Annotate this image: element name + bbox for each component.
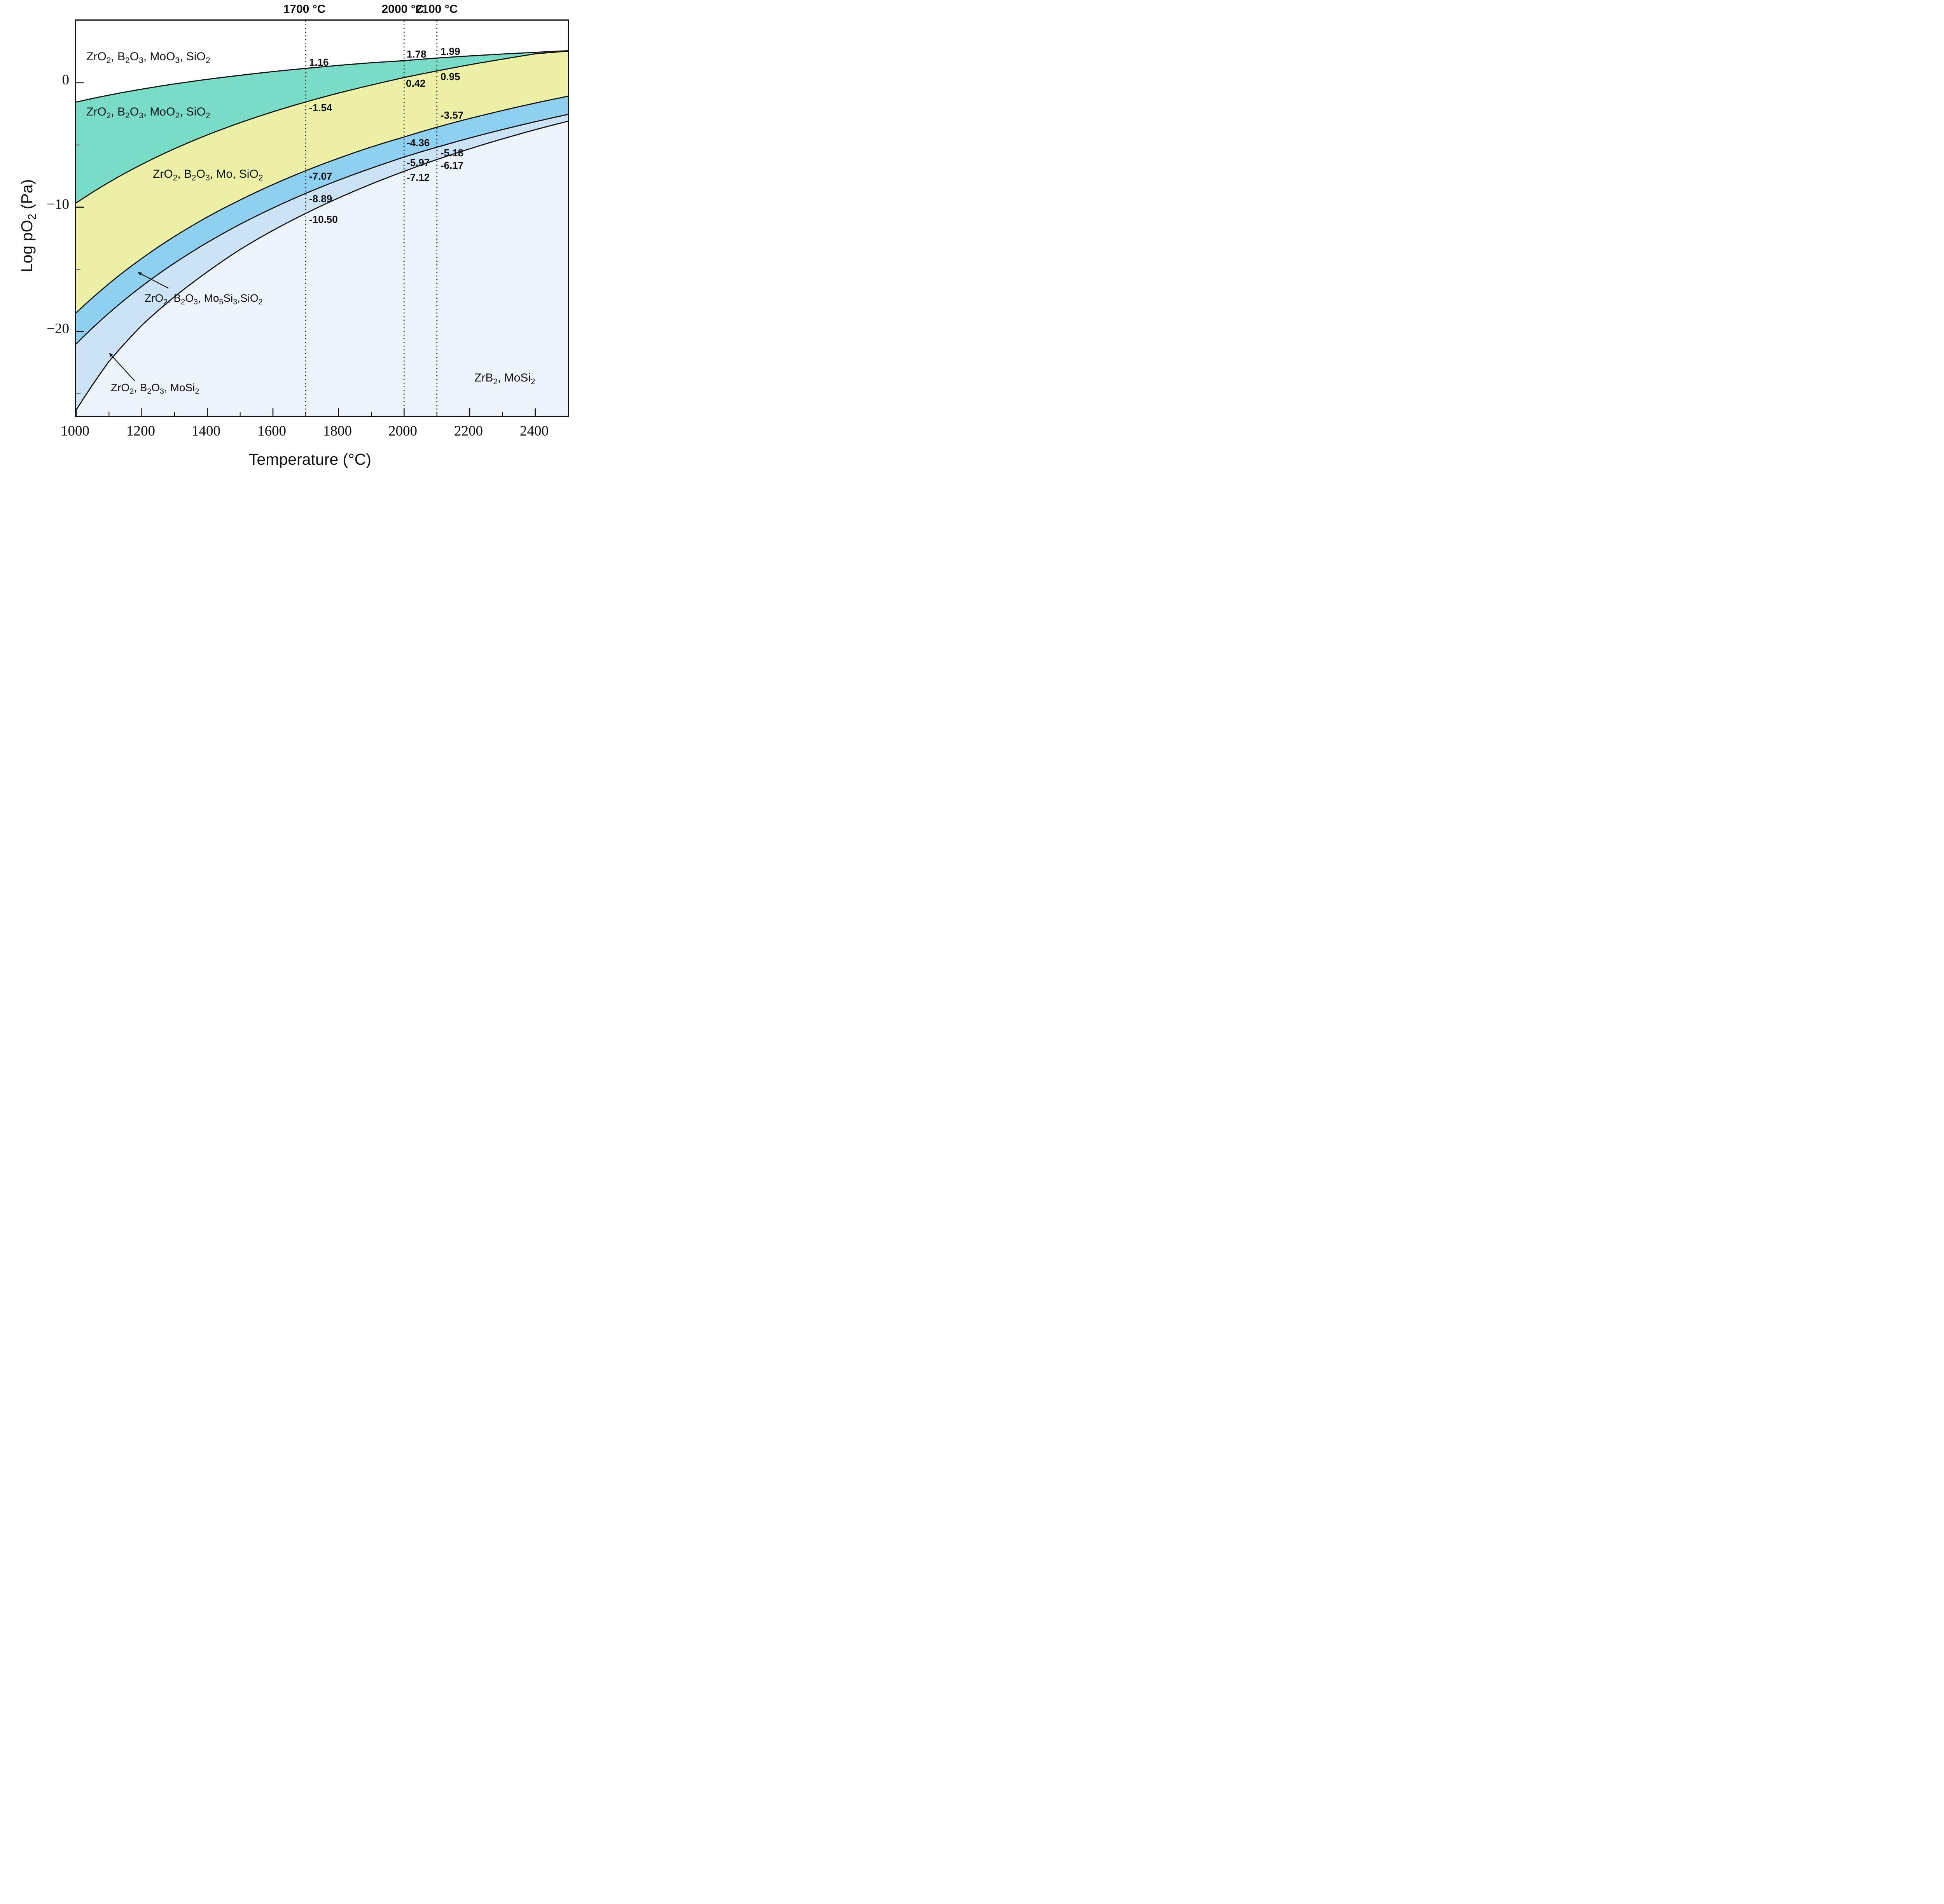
- band-pointer-arrow: [138, 272, 169, 289]
- boundary-curve-E: [76, 121, 568, 410]
- plot-area: [75, 19, 569, 417]
- region-fill: [76, 121, 568, 416]
- region-label-moo3: ZrO2, B2O3, MoO3, SiO2: [86, 50, 210, 65]
- value-2100-b: 0.95: [441, 71, 460, 82]
- value-2100-c: -3.57: [441, 109, 464, 121]
- region-label-mo5si3: ZrO2, B2O3, Mo5Si3,SiO2: [145, 292, 263, 306]
- region-fill: [76, 51, 568, 313]
- ytick-n20: −20: [47, 321, 69, 337]
- region-fill: [76, 96, 568, 344]
- value-1700-c: -7.07: [309, 170, 332, 182]
- region-label-moo2: ZrO2, B2O3, MoO2, SiO2: [86, 105, 210, 120]
- boundary-curve-B: [76, 51, 568, 203]
- value-2100-a: 1.99: [441, 46, 460, 57]
- ytick-n10: −10: [47, 196, 69, 212]
- boundary-curve-A: [76, 50, 568, 103]
- ytick-0: 0: [62, 72, 70, 88]
- phase-stability-diagram: 1700 °C 2000 °C 2100 °C ZrO2, B2O3, MoO3…: [0, 0, 583, 476]
- xtick-2000: 2000: [388, 423, 417, 439]
- xtick-1200: 1200: [126, 423, 155, 439]
- isotherm-label-2000: 2000 °C: [381, 3, 424, 16]
- value-2000-e: -7.12: [407, 172, 430, 183]
- value-2000-c: -4.36: [407, 137, 430, 149]
- xtick-2200: 2200: [454, 423, 483, 439]
- x-axis-title: Temperature (°C): [249, 450, 371, 468]
- value-1700-b: -1.54: [309, 102, 332, 114]
- region-label-mo: ZrO2, B2O3, Mo, SiO2: [153, 168, 263, 182]
- region-label-mosi2: ZrO2, B2O3, MoSi2: [111, 382, 199, 396]
- value-2000-a: 1.78: [407, 48, 427, 60]
- region-label-zrb2: ZrB2, MoSi2: [474, 371, 535, 386]
- boundary-curve-C: [76, 96, 568, 313]
- value-2100-d: -5.18: [441, 147, 464, 159]
- value-1700-a: 1.16: [309, 56, 329, 68]
- y-axis-title: Log pO2 (Pa): [18, 179, 39, 272]
- xtick-2400: 2400: [520, 423, 549, 439]
- xtick-1400: 1400: [192, 423, 220, 439]
- value-1700-d: -8.89: [309, 193, 332, 205]
- band-pointer-arrow: [109, 353, 135, 381]
- value-2000-b: 0.42: [406, 77, 426, 89]
- isotherm-label-2100: 2100 °C: [415, 3, 458, 16]
- isotherm-label-1700: 1700 °C: [283, 3, 326, 16]
- value-2000-d: -5.97: [407, 157, 430, 168]
- xtick-1800: 1800: [323, 423, 352, 439]
- xtick-1000: 1000: [61, 423, 89, 439]
- value-1700-e: -10.50: [309, 214, 338, 225]
- chart-canvas: [76, 21, 568, 416]
- region-fill: [76, 21, 568, 102]
- boundary-curve-D: [76, 114, 568, 345]
- region-fill: [76, 51, 568, 203]
- value-2100-e: -6.17: [441, 159, 464, 171]
- xtick-1600: 1600: [257, 423, 286, 439]
